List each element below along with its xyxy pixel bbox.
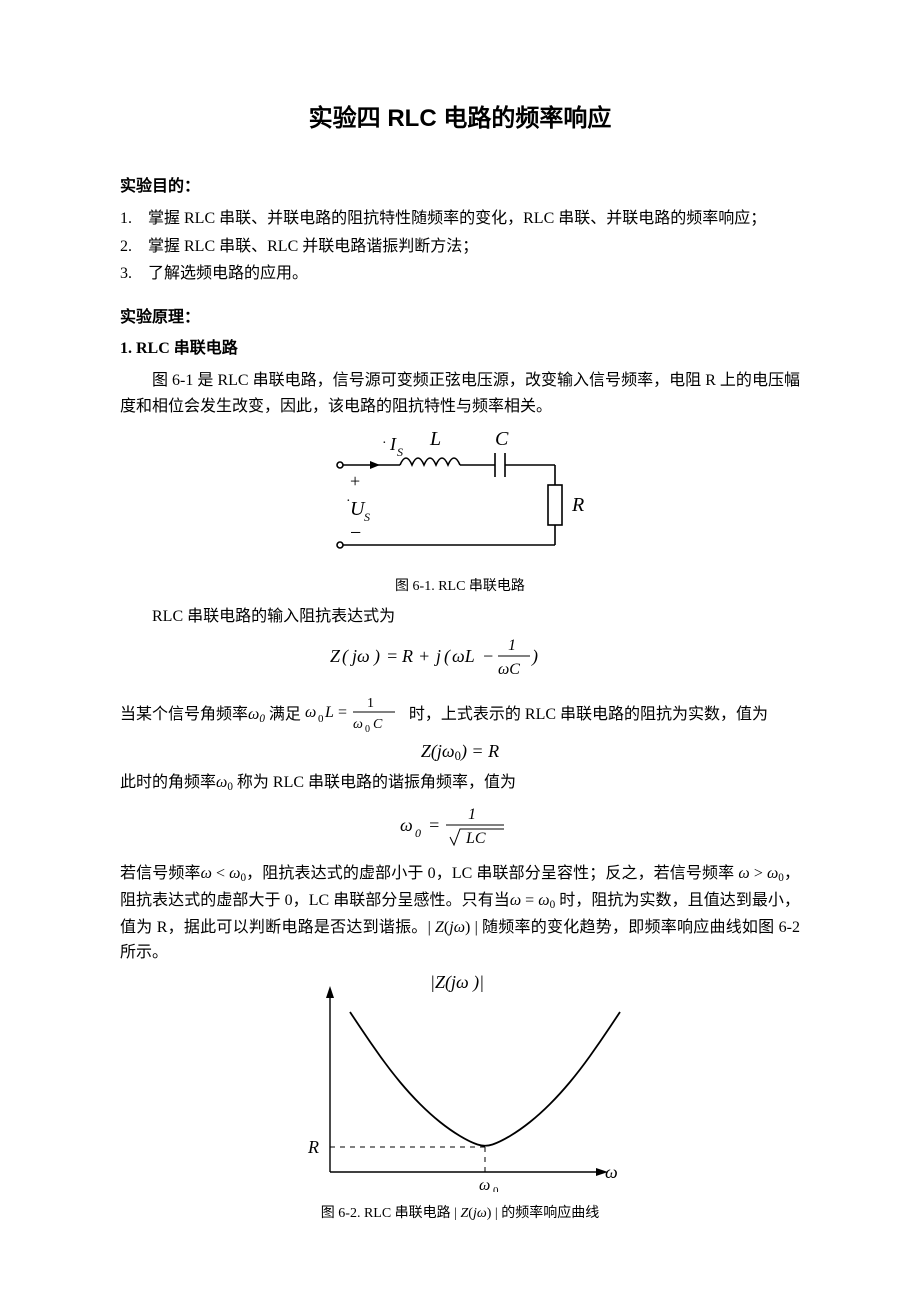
equation-z-at-resonance: Z(jω0) = R xyxy=(120,737,800,766)
svg-text:ω: ω xyxy=(479,1177,490,1192)
item-number: 2. xyxy=(120,234,148,260)
item-number: 3. xyxy=(120,261,148,287)
text-run: 称为 RLC 串联电路的谐振角频率，值为 xyxy=(237,774,516,791)
item-text: 掌握 RLC 串联、RLC 并联电路谐振判断方法； xyxy=(148,234,478,260)
svg-text:=: = xyxy=(338,704,347,721)
figure-response-curve: |Z(jω )| R ω ω 0 xyxy=(120,972,800,1201)
equation-impedance: Z ( jω ) = R + j ( ωL − 1 ωC ) xyxy=(120,634,800,689)
principle-heading: 实验原理： xyxy=(120,305,800,331)
svg-text:|Z(jω )|: |Z(jω )| xyxy=(430,972,484,993)
svg-text:=: = xyxy=(428,815,440,835)
equation-omega0: ω 0 = 1 LC xyxy=(120,801,800,858)
resistor-label: R xyxy=(571,494,584,516)
svg-text:Z: Z xyxy=(330,646,341,666)
svg-text:·: · xyxy=(346,494,351,509)
svg-text:1: 1 xyxy=(367,696,374,711)
list-item: 2.掌握 RLC 串联、RLC 并联电路谐振判断方法； xyxy=(120,234,800,260)
svg-text:ω: ω xyxy=(400,815,413,835)
svg-text:−: − xyxy=(482,646,494,666)
svg-text:jω: jω xyxy=(350,646,370,666)
svg-text:): ) xyxy=(373,646,380,667)
inline-equation: ω 0 L = 1 ω 0 C xyxy=(305,693,405,733)
paragraph: 当某个信号角频率ω0 满足 ω 0 L = 1 ω 0 C 时，上式表示的 RL… xyxy=(120,693,800,733)
svg-text:+: + xyxy=(350,471,360,491)
svg-text:=: = xyxy=(386,646,398,666)
svg-text:ω: ω xyxy=(353,717,363,732)
svg-text:(: ( xyxy=(342,646,349,667)
svg-text:·: · xyxy=(382,436,387,451)
paragraph: RLC 串联电路的输入阻抗表达式为 xyxy=(120,604,800,630)
svg-text:R: R xyxy=(307,1137,319,1157)
paragraph: 此时的角频率ω0 称为 RLC 串联电路的谐振角频率，值为 xyxy=(120,770,800,797)
text-run: 此时的角频率 xyxy=(120,774,216,791)
text-run: ，阻抗表达式的虚部小于 0，LC 串联部分呈容性；反之，若信号频率 xyxy=(246,865,734,882)
paragraph: 若信号频率ω < ω0，阻抗表达式的虚部小于 0，LC 串联部分呈容性；反之，若… xyxy=(120,861,800,966)
svg-text:j: j xyxy=(434,646,441,666)
svg-text:0: 0 xyxy=(493,1185,499,1192)
svg-text:0: 0 xyxy=(365,724,370,733)
subsection-heading: 1. RLC 串联电路 xyxy=(120,336,800,362)
text-run: 当某个信号角频率 xyxy=(120,706,248,723)
svg-text:ω: ω xyxy=(605,1162,618,1182)
text-run: 若信号频率 xyxy=(120,865,201,882)
caption-text: 图 6-2. RLC 串联电路 xyxy=(321,1206,451,1221)
figure-circuit: I · S L C R + U · S − xyxy=(120,425,800,574)
figure-caption: 图 6-1. RLC 串联电路 xyxy=(120,576,800,598)
svg-text:I: I xyxy=(389,434,397,454)
svg-text:0: 0 xyxy=(415,826,421,840)
objectives-heading: 实验目的： xyxy=(120,174,800,200)
page-title: 实验四 RLC 电路的频率响应 xyxy=(120,100,800,138)
figure-caption: 图 6-2. RLC 串联电路 | Z(jω) | 的频率响应曲线 xyxy=(120,1203,800,1225)
list-item: 1.掌握 RLC 串联、并联电路的阻抗特性随频率的变化，RLC 串联、并联电路的… xyxy=(120,206,800,232)
capacitor-label: C xyxy=(495,428,509,450)
text-run: 满足 xyxy=(269,706,301,723)
svg-text:1: 1 xyxy=(508,637,516,654)
svg-text:ωC: ωC xyxy=(498,661,520,678)
svg-text:(: ( xyxy=(444,646,451,667)
item-number: 1. xyxy=(120,206,148,232)
item-text: 了解选频电路的应用。 xyxy=(148,261,308,287)
objectives-list: 1.掌握 RLC 串联、并联电路的阻抗特性随频率的变化，RLC 串联、并联电路的… xyxy=(120,206,800,287)
svg-text:R: R xyxy=(401,646,413,666)
inductor-label: L xyxy=(429,428,441,450)
list-item: 3.了解选频电路的应用。 xyxy=(120,261,800,287)
svg-text:ωL: ωL xyxy=(452,646,475,666)
item-text: 掌握 RLC 串联、并联电路的阻抗特性随频率的变化，RLC 串联、并联电路的频率… xyxy=(148,206,766,232)
svg-text:+: + xyxy=(418,646,430,666)
paragraph: 图 6-1 是 RLC 串联电路，信号源可变频正弦电压源，改变输入信号频率，电阻… xyxy=(120,368,800,419)
svg-text:S: S xyxy=(397,445,403,459)
text-run: 时，上式表示的 RLC 串联电路的阻抗为实数，值为 xyxy=(409,706,768,723)
svg-text:ω: ω xyxy=(305,704,316,721)
svg-text:C: C xyxy=(373,717,383,732)
svg-text:): ) xyxy=(531,646,538,667)
svg-text:0: 0 xyxy=(318,713,324,725)
svg-text:−: − xyxy=(350,522,361,544)
caption-text: 的频率响应曲线 xyxy=(501,1206,599,1221)
svg-text:L: L xyxy=(324,704,334,721)
svg-text:LC: LC xyxy=(465,830,486,847)
svg-text:S: S xyxy=(364,510,370,524)
svg-text:1: 1 xyxy=(468,806,476,823)
